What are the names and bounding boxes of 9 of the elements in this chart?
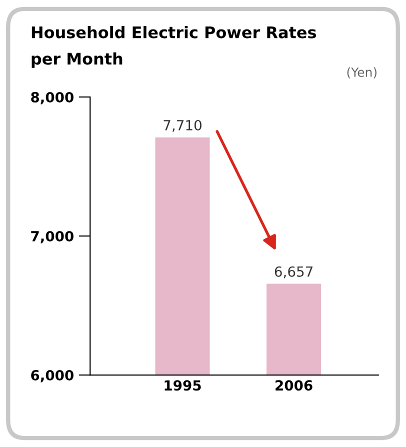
y-axis-title: (Yen) xyxy=(347,67,377,78)
data-label: 6,657 xyxy=(274,266,312,278)
x-tick-label: 2006 xyxy=(276,380,312,391)
y-tick-label: 7,000 xyxy=(31,230,74,244)
y-tick-label: 6,000 xyxy=(31,370,74,382)
data-label: 7,710 xyxy=(164,120,202,132)
x-tick-label: 1995 xyxy=(164,380,201,391)
chart-title: Household Electric Power Rates per Month xyxy=(32,26,316,68)
y-tick-label: 8,000 xyxy=(31,92,74,104)
